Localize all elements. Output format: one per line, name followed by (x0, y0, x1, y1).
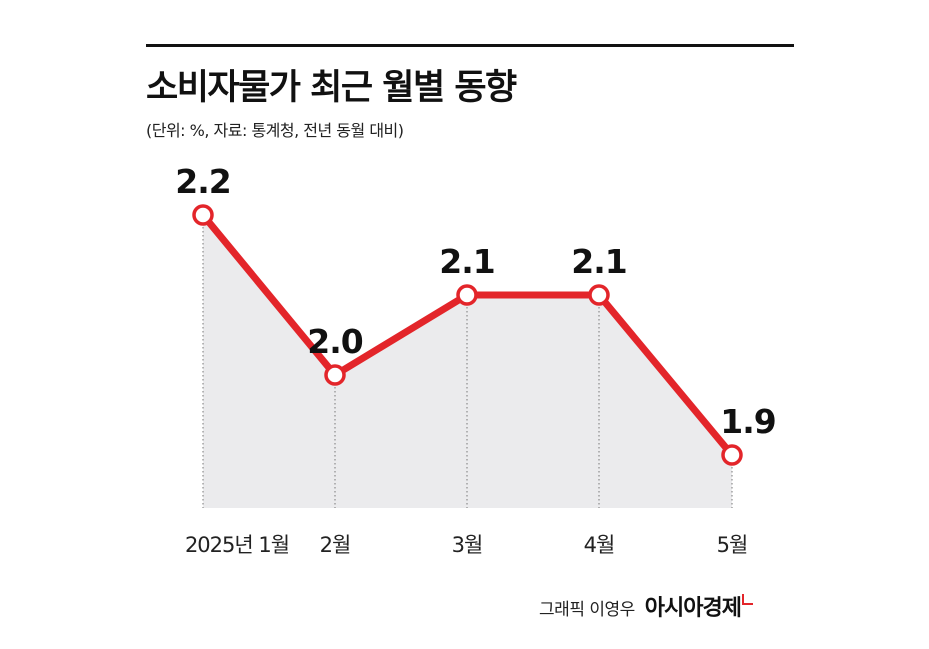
value-label-1: 2.2 (175, 162, 230, 201)
data-point-4 (588, 284, 610, 306)
x-tick-label-3: 3월 (452, 533, 483, 557)
chart-subtitle: (단위: %, 자료: 통계청, 전년 동월 대비) (146, 121, 404, 140)
x-tick-label-1: 2025년 1월 (185, 533, 289, 557)
graphic-credit: 그래픽 이영우 (539, 600, 635, 620)
value-label-3: 2.1 (439, 242, 494, 281)
brand-logo: 아시아경제 (645, 590, 753, 622)
value-label-4: 2.1 (571, 242, 626, 281)
area-fill (203, 215, 732, 508)
data-point-1 (192, 204, 214, 226)
top-rule (146, 44, 794, 47)
credit-line: 그래픽 이영우 아시아경제 (539, 590, 753, 622)
data-point-2 (324, 364, 346, 386)
value-label-5: 1.9 (720, 402, 775, 441)
x-tick-label-2: 2월 (320, 533, 351, 557)
chart-title: 소비자물가 최근 월별 동향 (146, 68, 517, 108)
x-tick-label-4: 4월 (584, 533, 615, 557)
data-point-3 (456, 284, 478, 306)
brand-name: 아시아경제 (644, 596, 742, 621)
brand-mark-icon (742, 594, 753, 605)
value-label-2: 2.0 (307, 322, 362, 361)
data-point-5 (721, 444, 743, 466)
x-tick-label-5: 5월 (717, 533, 748, 557)
